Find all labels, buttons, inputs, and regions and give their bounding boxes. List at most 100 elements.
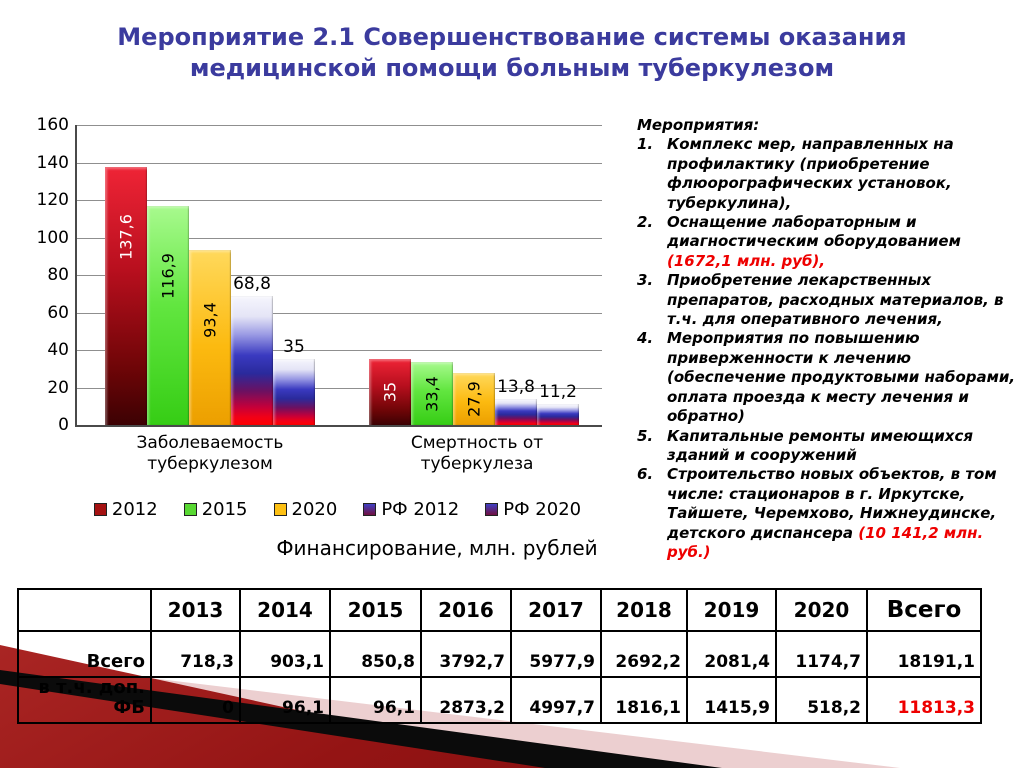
finance-cell: 11813,3 <box>866 676 982 724</box>
slide-title: Мероприятие 2.1 Совершенствование систем… <box>117 23 907 82</box>
category-label: Смертность от туберкулеза <box>410 433 544 474</box>
bar-2015-Заболеваемость туберкулезом: 116,9 <box>147 205 189 425</box>
gridline <box>77 312 602 314</box>
legend-item: РФ 2020 <box>485 499 581 520</box>
legend-item: 2012 <box>93 499 158 520</box>
measures-item-number: 5. <box>637 426 654 445</box>
finance-row: в т.ч. доп. ФБ 0 96,1 96,1 2873,2 4997,7 1816,… <box>17 676 982 724</box>
finance-cell: 18191,1 <box>866 630 982 678</box>
finance-header-2014: 2014 <box>239 588 331 632</box>
measures-item-text: Капитальные ремонты имеющихся зданий и с… <box>667 426 974 464</box>
measures-item-number: 2. <box>637 213 654 232</box>
measures-item: 6. Строительство новых объектов, в том чи… <box>637 465 1019 562</box>
finance-header-2016: 2016 <box>420 588 512 632</box>
finance-header-Всего: Всего <box>866 588 982 632</box>
legend-label: РФ 2012 <box>381 499 460 520</box>
measures-item-text: Приобретение лекарственных препаратов, р… <box>667 271 1004 329</box>
legend-item: 2015 <box>183 499 248 520</box>
legend-swatch-icon <box>273 503 287 516</box>
y-axis-tick-label: 160 <box>36 115 69 135</box>
y-axis-tick-label: 20 <box>47 377 69 398</box>
measures-item: 3. Приобретение лекарственных препаратов,… <box>637 271 1019 329</box>
finance-header-row: 2013 2014 2015 2016 2017 2018 2019 2020 Всего <box>17 588 982 632</box>
measures-item: 2. Оснащение лабораторным и диагностическ… <box>637 213 1019 271</box>
bar-2015-Смертность от туберкулеза: 33,4 <box>411 362 453 425</box>
bar-value-label: 33,4 <box>422 375 442 412</box>
legend-swatch-icon <box>363 503 377 516</box>
bar-РФ 2012-Заболеваемость туберкулезом <box>231 296 273 425</box>
category-label: Заболеваемость туберкулезом <box>136 433 284 474</box>
gridline <box>77 125 602 126</box>
gridline <box>77 275 602 276</box>
measures-panel: Мероприятия: 1. Комплекс мер, направленны… <box>637 116 1019 562</box>
finance-header-2013: 2013 <box>150 588 241 632</box>
finance-header-empty <box>17 588 152 632</box>
bar-value-label: 68,8 <box>233 274 271 294</box>
gridline <box>77 200 602 201</box>
legend-label: 2020 <box>291 499 338 520</box>
y-axis-tick-label: 140 <box>36 152 69 173</box>
bar-value-label: 35 <box>283 337 305 358</box>
finance-header-2017: 2017 <box>510 588 602 632</box>
measures-item-text: Комплекс мер, направленных на профилакти… <box>667 135 954 212</box>
finance-header-2019: 2019 <box>686 588 777 632</box>
finance-header-2015: 2015 <box>329 588 422 632</box>
finance-cell: 2081,4 <box>686 630 777 678</box>
gridline <box>77 350 602 351</box>
bar-2020-Смертность от туберкулеза: 27,9 <box>453 372 495 425</box>
finance-cell: 1174,7 <box>775 630 868 678</box>
legend-label: РФ 2020 <box>503 499 582 520</box>
bar-value-label: 13,8 <box>497 377 535 398</box>
bar-РФ 2020-Заболеваемость туберкулезом <box>273 359 315 425</box>
finance-cell: 5977,9 <box>510 630 602 678</box>
bar-value-label: 116,9 <box>158 252 178 299</box>
measures-item: 5. Капитальные ремонты имеющихся зданий и… <box>637 427 1019 466</box>
finance-cell: 1816,1 <box>600 676 688 724</box>
legend-swatch-icon <box>183 503 197 516</box>
bar-value-label: 93,4 <box>200 302 220 338</box>
measures-item-number: 1. <box>637 135 654 154</box>
measures-item-number: 6. <box>637 465 654 484</box>
measures-item-cost-red: (1672,1 млн. руб), <box>667 251 826 270</box>
bar-РФ 2020-Смертность от туберкулеза <box>537 404 579 425</box>
chart-plot-area: 137,6 35 116,9 33,4 93,4 27,9 68,8 13,8 35 11,2 <box>75 125 602 427</box>
measures-item-text: Строительство новых объектов, в том числ… <box>667 465 997 561</box>
measures-item-cost-red: (10 141,2 млн. руб.) <box>667 523 984 561</box>
finance-cell: 2692,2 <box>600 630 688 678</box>
bar-value-label: 137,6 <box>116 214 136 260</box>
finance-row-label: Всего <box>17 630 152 678</box>
legend-swatch-icon <box>93 503 107 516</box>
finance-header-2018: 2018 <box>600 588 688 632</box>
finance-cell: 0 <box>150 676 241 724</box>
bar-value-label: 11,2 <box>539 382 577 402</box>
y-axis-tick-label: 120 <box>36 190 69 210</box>
bar-value-label: 27,9 <box>464 381 484 417</box>
gridline <box>77 162 602 164</box>
legend-label: 2015 <box>201 499 248 520</box>
finance-cell: 4997,7 <box>510 676 602 724</box>
finance-cell: 903,1 <box>239 630 331 678</box>
bar-2012-Смертность от туберкулеза: 35 <box>369 359 411 425</box>
bar-value-label: 35 <box>380 382 400 403</box>
chart-legend: 2012 2015 2020 РФ 2012 РФ 2020 <box>75 499 600 520</box>
bar-2020-Заболеваемость туберкулезом: 93,4 <box>189 249 231 425</box>
finance-header-2020: 2020 <box>775 588 868 632</box>
legend-swatch-icon <box>485 503 499 516</box>
finance-cell: 96,1 <box>329 676 422 724</box>
legend-label: 2012 <box>111 499 158 520</box>
measures-item-text: Оснащение лабораторным и диагностическим… <box>667 213 961 270</box>
measures-item-number: 3. <box>637 271 654 290</box>
bar-chart: 137,6 35 116,9 33,4 93,4 27,9 68,8 13,8 35 11,2 0… <box>30 115 630 537</box>
legend-item: РФ 2012 <box>363 499 459 520</box>
measures-item: 1. Комплекс мер, направленных на профилак… <box>637 135 1019 213</box>
finance-cell: 2873,2 <box>420 676 512 724</box>
y-axis-tick-label: 100 <box>36 227 69 248</box>
bar-РФ 2012-Смертность от туберкулеза <box>495 399 537 425</box>
y-axis-tick-label: 0 <box>58 415 69 435</box>
finance-cell: 1415,9 <box>686 676 777 724</box>
measures-list: 1. Комплекс мер, направленных на профилак… <box>637 135 1019 562</box>
y-axis-tick-label: 60 <box>47 302 69 323</box>
measures-heading: Мероприятия: <box>637 116 760 134</box>
finance-cell: 96,1 <box>239 676 331 724</box>
